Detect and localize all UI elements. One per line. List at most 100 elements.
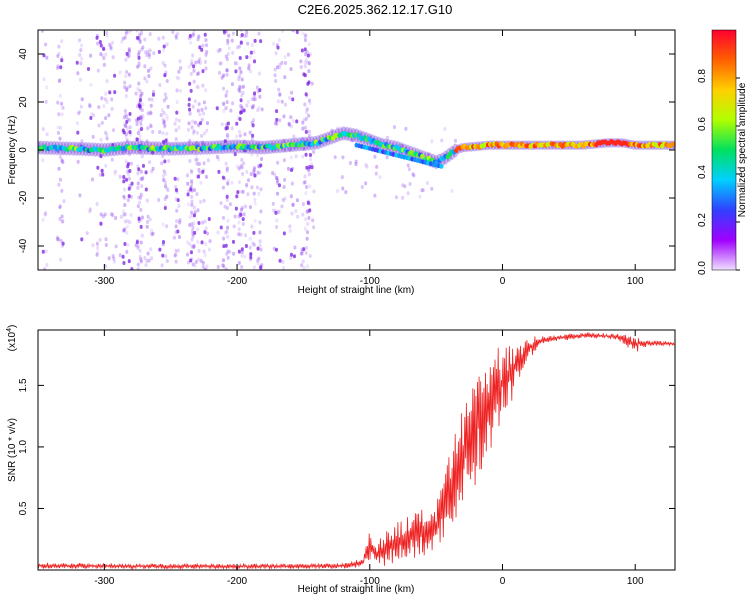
spectrogram-noise-dot [96, 245, 100, 250]
spectrogram-noise-dot [140, 108, 144, 113]
spectrogram-noise-dot [288, 224, 292, 229]
spectrogram-noise-dot [304, 129, 308, 134]
spectrogram-noise-dot [255, 85, 259, 90]
spectrogram-noise-dot [147, 258, 151, 263]
spectrogram-noise-dot [192, 68, 196, 73]
spectrogram-noise-dot [237, 44, 241, 49]
spectrogram-noise-dot [303, 180, 307, 185]
spectrogram-noise-dot [283, 61, 287, 66]
spectrogram-noise-dot [239, 41, 243, 46]
spectrogram-noise-dot [176, 229, 180, 234]
spectrogram-noise-dot [123, 108, 127, 113]
spectrogram-noise-dot [161, 242, 165, 247]
spectrogram-noise-dot [194, 260, 198, 265]
spectrogram-noise-dot [221, 258, 225, 263]
spectrogram-noise-dot [190, 179, 194, 184]
snr-ytick-label: 1.0 [18, 440, 29, 454]
spectrogram-noise-dot [200, 133, 204, 138]
spectrogram-noise-dot [235, 61, 239, 66]
spectrogram-noise-dot [186, 252, 190, 257]
spectrogram-noise-dot [283, 55, 287, 60]
spectrogram-noise-dot [192, 31, 196, 36]
spectrogram-noise-dot [100, 53, 104, 58]
spectrogram-noise-dot [125, 177, 129, 182]
spectrogram-noise-dot [186, 181, 190, 186]
spectrogram-noise-dot [136, 185, 140, 190]
spectrogram-noise-dot [99, 212, 103, 217]
spectrogram-noise-dot [281, 259, 285, 264]
spectrogram-noise-dot [197, 123, 201, 128]
spectrogram-noise-dot [157, 49, 161, 54]
spectrogram-noise-dot [253, 38, 257, 43]
spectrogram-noise-dot [221, 185, 225, 190]
spectrogram-noise-dot [101, 172, 105, 177]
spectrogram-noise-dot [207, 216, 211, 221]
spectrogram-noise-dot [246, 99, 250, 104]
spectrogram-noise-dot [139, 259, 143, 264]
spectrogram-noise-dot [189, 35, 193, 40]
spectrogram-noise-dot [336, 189, 340, 194]
spectrogram-noise-dot [190, 210, 194, 215]
spectrogram-noise-dot [234, 206, 238, 211]
spectrogram-noise-dot [140, 177, 144, 182]
spectrogram-noise-dot [128, 130, 132, 135]
spectrogram-noise-dot [177, 76, 181, 81]
spectrogram-noise-dot [282, 114, 286, 119]
spectrogram-noise-dot [290, 211, 294, 216]
spectrogram-noise-dot [304, 58, 308, 63]
spectrogram-noise-dot [174, 259, 178, 264]
spectrogram-noise-dot [125, 30, 129, 34]
spectrogram-noise-dot [138, 32, 142, 37]
spectrogram-noise-dot [190, 194, 194, 199]
spectrogram-noise-dot [197, 161, 201, 166]
spectrogram-noise-dot [58, 177, 62, 182]
spectrogram-noise-dot [78, 193, 82, 198]
spectrogram-noise-dot [430, 186, 434, 191]
spectrogram-noise-dot [165, 186, 169, 191]
spectrogram-noise-dot [57, 182, 61, 187]
spectrogram-noise-dot [121, 36, 125, 41]
spectrogram-noise-dot [273, 172, 277, 177]
spectrogram-noise-dot [259, 163, 263, 168]
spectrogram-noise-dot [80, 43, 84, 48]
spectrogram-noise-dot [61, 160, 65, 165]
spectrogram-noise-dot [253, 97, 257, 102]
spectrogram-noise-dot [275, 121, 279, 126]
spectrogram-noise-dot [59, 238, 63, 243]
spectrogram-noise-dot [113, 73, 117, 78]
spectrogram-noise-dot [146, 220, 150, 225]
spectrogram-noise-dot [157, 197, 161, 202]
spectrogram-noise-dot [288, 147, 292, 152]
spectrogram-xtick-label: 100 [627, 276, 644, 287]
spectrogram-noise-dot [174, 36, 178, 41]
spectrogram-noise-dot [61, 219, 65, 224]
spectrogram-noise-dot [198, 60, 202, 65]
spectrogram-noise-dot [147, 97, 151, 102]
spectrogram-noise-dot [276, 65, 280, 70]
spectrogram-noise-dot [76, 71, 80, 76]
spectrogram-noise-dot [289, 168, 293, 173]
spectrogram-ylabel: Frequency (Hz) [7, 116, 18, 185]
spectrogram-noise-dot [225, 166, 229, 171]
spectrogram-noise-dot [61, 105, 65, 110]
spectrogram-noise-dot [191, 32, 195, 37]
spectrogram-noise-dot [165, 140, 169, 145]
spectrogram-noise-dot [302, 265, 306, 270]
spectrogram-noise-dot [306, 230, 310, 235]
spectrogram-noise-dot [176, 248, 180, 253]
spectrogram-noise-dot [208, 239, 212, 244]
spectrogram-noise-dot [105, 136, 109, 141]
spectrogram-noise-dot [127, 72, 131, 77]
spectrogram-noise-dot [252, 242, 256, 247]
spectrogram-noise-dot [135, 137, 139, 142]
spectrogram-noise-dot [124, 159, 128, 164]
spectrogram-noise-dot [245, 103, 249, 108]
spectrogram-noise-dot [186, 173, 190, 178]
spectrogram-noise-dot [190, 170, 194, 175]
spectrogram-noise-dot [205, 264, 209, 269]
colorbar-tick-label: 0.0 [697, 261, 708, 275]
spectrogram-noise-dot [216, 264, 220, 269]
spectrogram-noise-dot [188, 107, 192, 112]
spectrogram-noise-dot [165, 116, 169, 121]
spectrogram-noise-dot [127, 172, 131, 177]
